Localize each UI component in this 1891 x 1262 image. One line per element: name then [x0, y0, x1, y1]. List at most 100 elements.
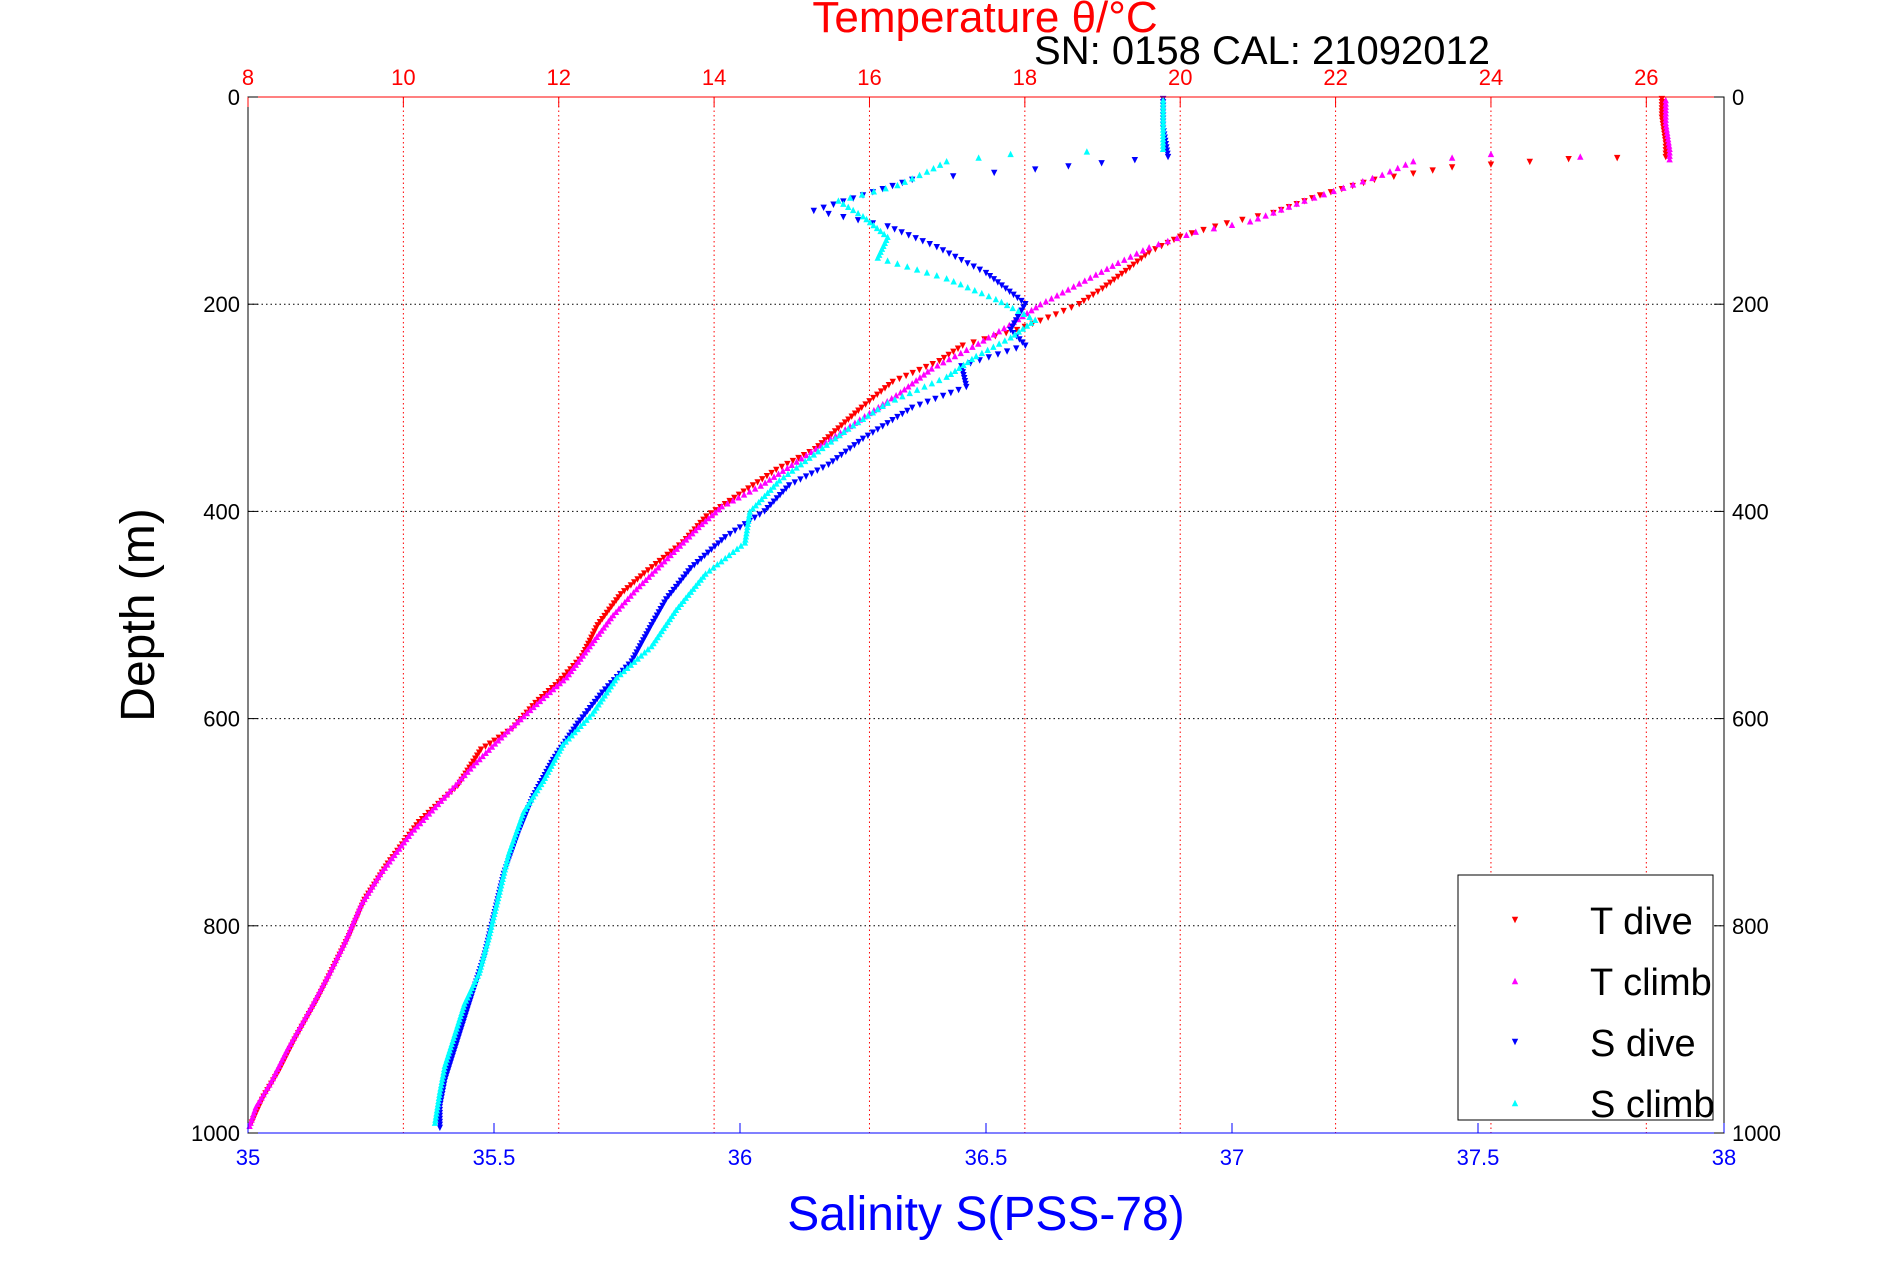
data-point	[736, 524, 744, 531]
data-point	[494, 737, 502, 744]
data-point	[766, 476, 773, 483]
data-point	[947, 370, 955, 377]
data-point	[1094, 288, 1102, 295]
data-point	[1015, 328, 1022, 335]
data-point	[543, 691, 550, 699]
data-point	[1159, 96, 1167, 104]
data-point	[963, 346, 970, 353]
data-point	[706, 567, 713, 574]
data-point	[1577, 153, 1584, 160]
data-point	[1076, 301, 1083, 308]
temperature-tick-label: 16	[857, 65, 881, 90]
data-point	[700, 516, 707, 524]
data-point	[615, 605, 623, 612]
data-point	[770, 498, 778, 505]
data-point	[889, 378, 896, 386]
data-point	[1320, 190, 1328, 198]
data-point	[877, 388, 885, 395]
data-point	[691, 562, 698, 569]
data-point	[488, 743, 496, 750]
data-point	[491, 910, 498, 918]
data-point	[482, 749, 489, 756]
data-point	[667, 551, 674, 559]
series-layer	[246, 95, 1673, 1132]
data-point	[744, 523, 751, 531]
data-point	[905, 383, 912, 390]
data-point	[978, 289, 985, 297]
data-point	[963, 383, 970, 391]
salinity-tick-label: 35.5	[473, 1145, 516, 1170]
data-point	[745, 514, 753, 521]
data-point	[1159, 135, 1167, 143]
data-point	[810, 451, 817, 458]
data-point	[916, 401, 924, 409]
data-point	[633, 585, 640, 593]
data-point	[849, 206, 857, 214]
data-point	[1278, 206, 1285, 213]
data-point	[866, 218, 874, 226]
data-point	[746, 488, 753, 495]
data-point	[889, 417, 896, 424]
data-point	[1070, 283, 1077, 290]
data-point	[710, 564, 717, 571]
depth-tick-label-right: 800	[1732, 914, 1769, 939]
depth-tick-label-left: 200	[203, 292, 240, 317]
data-point	[884, 420, 891, 427]
data-point	[866, 398, 873, 405]
data-point	[439, 1072, 447, 1079]
data-point	[1092, 271, 1100, 278]
data-point	[698, 520, 706, 528]
data-point	[1192, 228, 1199, 235]
data-point	[749, 505, 756, 512]
data-point	[746, 508, 754, 515]
data-point	[891, 226, 898, 233]
data-point	[810, 207, 817, 215]
data-point	[901, 386, 908, 393]
data-point	[452, 781, 460, 788]
data-point	[473, 758, 480, 766]
data-point	[779, 488, 787, 496]
data-point	[505, 850, 512, 857]
data-point	[1110, 276, 1118, 284]
data-point	[1262, 212, 1269, 219]
data-point	[642, 576, 649, 583]
data-point	[896, 375, 903, 383]
data-point	[440, 794, 448, 801]
data-point	[838, 422, 845, 429]
data-point	[1164, 237, 1171, 245]
data-point	[945, 250, 953, 257]
data-point	[1429, 167, 1436, 174]
data-point	[658, 561, 665, 568]
data-point	[758, 495, 765, 503]
depth-tick-label-left: 800	[203, 914, 240, 939]
data-point	[743, 529, 750, 537]
data-point	[1159, 126, 1167, 133]
data-point	[975, 154, 982, 161]
data-point	[631, 579, 638, 586]
data-point	[960, 361, 967, 369]
data-point	[992, 295, 1000, 303]
data-point	[1662, 103, 1669, 110]
data-point	[899, 410, 906, 418]
data-point	[497, 881, 505, 889]
data-point	[859, 212, 867, 220]
data-point	[631, 658, 638, 665]
x-axis-label: Salinity S(PSS-78)	[787, 1188, 1184, 1241]
data-point	[704, 549, 712, 557]
data-point	[627, 661, 634, 668]
data-point	[1019, 325, 1027, 332]
data-point	[496, 888, 503, 895]
data-point	[924, 368, 931, 375]
data-point	[848, 413, 855, 420]
data-point	[1107, 279, 1114, 286]
data-point	[1090, 291, 1097, 299]
data-point	[416, 819, 424, 827]
temperature-tick-label: 14	[702, 65, 726, 90]
data-point	[742, 536, 749, 543]
data-point	[840, 428, 848, 435]
data-point	[933, 272, 940, 279]
data-point	[1210, 225, 1218, 232]
data-point	[419, 816, 427, 824]
data-point	[958, 256, 965, 264]
data-point	[797, 460, 805, 468]
